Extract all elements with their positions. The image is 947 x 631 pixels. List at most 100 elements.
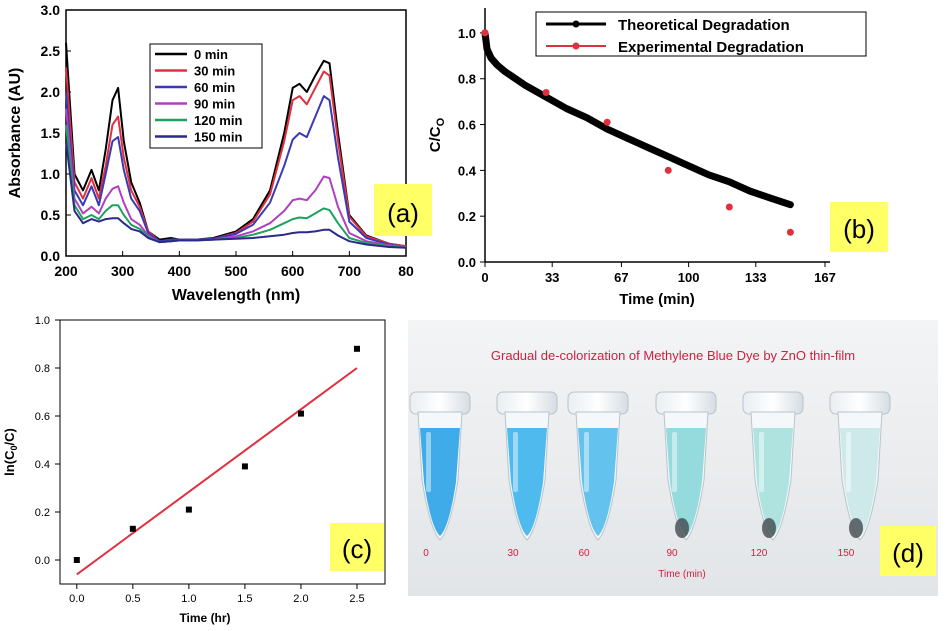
b-ytick-label: 0.8 bbox=[458, 72, 476, 87]
tube-30: 30 bbox=[496, 391, 558, 559]
a-legend-label: 60 min bbox=[194, 80, 235, 95]
b-xtick-label: 100 bbox=[678, 270, 700, 285]
c-data-point bbox=[353, 345, 360, 352]
c-ytick-label: 0.2 bbox=[35, 507, 50, 519]
panel-a-ylabel: Absorbance (AU) bbox=[7, 68, 24, 199]
a-series-line bbox=[65, 141, 407, 249]
tube-cap bbox=[655, 391, 717, 415]
panel-c-label-box bbox=[330, 523, 384, 571]
b-experimental-point bbox=[603, 118, 611, 126]
tube-time-label: 60 bbox=[578, 548, 590, 559]
a-legend-label: 0 min bbox=[194, 47, 228, 62]
a-xtick-label: 700 bbox=[338, 263, 362, 279]
tube-time-label: 30 bbox=[507, 548, 519, 559]
tube-time-label: 90 bbox=[666, 548, 678, 559]
legend-label-theoretical: Theoretical Degradation bbox=[618, 17, 790, 34]
panel-c-ylabel: ln(C0/C) bbox=[2, 428, 19, 476]
panel-a-xlabel: Wavelength (nm) bbox=[172, 287, 300, 304]
b-xtick-label: 0 bbox=[481, 270, 488, 285]
a-ytick-label: 3.0 bbox=[41, 2, 61, 18]
panel-b-label-box bbox=[830, 202, 888, 252]
panel-c-xlabel: Time (hr) bbox=[179, 611, 230, 625]
a-legend-box bbox=[149, 43, 263, 149]
c-xtick-label: 2.0 bbox=[293, 593, 308, 605]
legend-marker-theoretical bbox=[572, 20, 580, 28]
c-data-point bbox=[73, 557, 80, 563]
c-data-point bbox=[297, 410, 304, 417]
tube-0: 0 bbox=[409, 391, 471, 559]
a-ytick-label: 0.0 bbox=[41, 248, 61, 264]
panel-b-ylabel: C/CO bbox=[427, 117, 447, 152]
legend-label-experimental: Experimental Degradation bbox=[618, 39, 804, 56]
tube-highlight bbox=[426, 432, 431, 492]
panel-c-ylabel-post: /C) bbox=[2, 428, 17, 445]
a-ytick-label: 1.5 bbox=[41, 125, 61, 141]
b-ytick-label: 0.6 bbox=[458, 118, 476, 133]
panel-d-label-box bbox=[880, 526, 936, 576]
b-experimental-point bbox=[542, 88, 550, 96]
c-ytick-label: 0.8 bbox=[35, 363, 50, 375]
tube-liquid bbox=[578, 428, 618, 536]
b-xtick-label: 133 bbox=[745, 270, 767, 285]
a-xtick-label: 200 bbox=[54, 263, 78, 279]
c-ytick-label: 0.4 bbox=[35, 459, 50, 471]
tube-highlight bbox=[759, 432, 764, 492]
b-xtick-label: 67 bbox=[614, 270, 628, 285]
tube-150: 150 bbox=[829, 391, 891, 559]
tube-time-label: 150 bbox=[838, 548, 855, 559]
c-ytick-label: 0.0 bbox=[35, 555, 50, 567]
legend-marker-experimental bbox=[572, 42, 580, 50]
tube-liquid bbox=[507, 428, 547, 536]
a-ytick-label: 2.0 bbox=[41, 84, 61, 100]
a-legend-label: 90 min bbox=[194, 97, 235, 112]
tube-film-residue bbox=[762, 518, 776, 538]
panel-c-ylabel-pre: ln(C bbox=[2, 450, 17, 476]
tube-time-label: 0 bbox=[423, 548, 429, 559]
a-legend-label: 30 min bbox=[194, 64, 235, 79]
panel-b-degradation-chart: 0 33 67 100 133 167 0.0 0.2 0.4 0.6 0.8 1.0 Theoret… bbox=[427, 8, 888, 308]
tube-cap bbox=[496, 391, 558, 415]
b-ytick-label: 0.4 bbox=[458, 163, 477, 178]
c-xtick-label: 2.5 bbox=[349, 593, 364, 605]
c-xtick-label: 0.0 bbox=[69, 593, 84, 605]
panel-b-legend-box bbox=[535, 11, 867, 57]
a-xtick-label: 300 bbox=[111, 263, 135, 279]
b-xtick-label: 33 bbox=[545, 270, 559, 285]
panel-c-plot-frame bbox=[59, 319, 386, 585]
tube-cap bbox=[409, 391, 471, 415]
b-ytick-label: 0.2 bbox=[458, 209, 476, 224]
tube-cap bbox=[567, 391, 629, 415]
panel-b-label: (b) bbox=[843, 214, 875, 244]
a-legend-label: 150 min bbox=[194, 130, 242, 145]
tube-highlight bbox=[584, 432, 589, 492]
panel-c-ylabel-sub: 0 bbox=[9, 446, 19, 451]
tube-liquid bbox=[753, 428, 793, 536]
tube-highlight bbox=[846, 432, 851, 492]
tube-90: 90 bbox=[655, 391, 717, 559]
tube-liquid bbox=[420, 428, 460, 536]
c-data-point bbox=[241, 463, 248, 470]
b-experimental-point bbox=[725, 203, 733, 211]
c-data-point bbox=[185, 506, 192, 513]
a-xtick-label: 80 bbox=[398, 263, 414, 279]
b-experimental-point bbox=[481, 29, 489, 37]
a-ytick-label: 2.5 bbox=[41, 43, 61, 59]
c-ytick-label: 1.0 bbox=[35, 315, 50, 327]
panel-a-absorbance-chart: 200 300 400 500 600 700 80 0.0 0.5 1.0 1.5 2.0 2.5 3.… bbox=[7, 2, 432, 304]
tube-time-label: 120 bbox=[751, 548, 768, 559]
a-xtick-label: 500 bbox=[224, 263, 248, 279]
tube-film-residue bbox=[849, 518, 863, 538]
tube-highlight bbox=[513, 432, 518, 492]
c-xtick-label: 1.5 bbox=[237, 593, 252, 605]
b-experimental-point bbox=[786, 228, 794, 236]
c-data-point bbox=[129, 525, 136, 532]
panel-b-ylabel-sub: O bbox=[435, 117, 447, 126]
panel-c-kinetics-chart: 0.0 0.5 1.0 1.5 2.0 2.5 0.0 0.2 0.4 0.6 0.8 1.0 Tim… bbox=[2, 315, 386, 625]
tube-film-residue bbox=[675, 518, 689, 538]
panel-a-label-box bbox=[374, 184, 432, 236]
panel-b-ylabel-main: C/C bbox=[427, 126, 444, 152]
tube-cap bbox=[829, 391, 891, 415]
b-experimental-point bbox=[664, 166, 672, 174]
tube-liquid bbox=[840, 428, 880, 536]
